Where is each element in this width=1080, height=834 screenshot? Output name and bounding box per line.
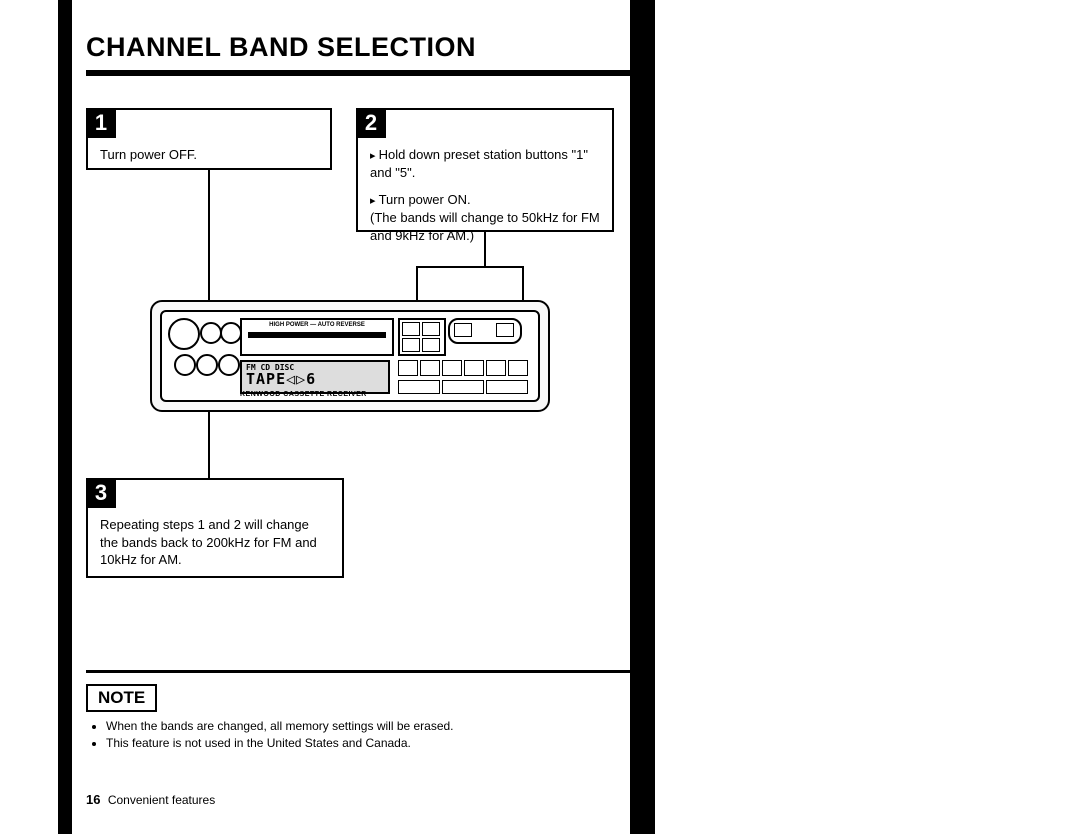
step-1-box: 1 Turn power OFF. [86, 108, 332, 170]
note-item: When the bands are changed, all memory s… [106, 718, 626, 735]
preset-4-button-icon [464, 360, 484, 376]
aux-knob-icon [220, 322, 242, 344]
preset-5-button-icon [486, 360, 506, 376]
small-knob-icon [196, 354, 218, 376]
lcd-display-icon: FM CD DISC TAPE◁▷6 [240, 360, 390, 394]
volume-knob-icon [168, 318, 200, 350]
cassette-door-icon: HIGH POWER — AUTO REVERSE [240, 318, 394, 356]
lcd-main-row: TAPE◁▷6 [246, 372, 384, 387]
brand-label: KENWOOD CASSETTE RECEIVER [240, 391, 367, 398]
step-2-line2: Turn power ON. [370, 191, 600, 209]
step-1-badge: 1 [86, 108, 116, 138]
callout-line [208, 170, 210, 312]
step-3-box: 3 Repeating steps 1 and 2 will change th… [86, 478, 344, 578]
step-2-box: 2 Hold down preset station buttons "1" a… [356, 108, 614, 232]
func-button-icon [486, 380, 528, 394]
page-number: 16 [86, 792, 100, 807]
step-2-badge: 2 [356, 108, 386, 138]
eject-knob-icon [200, 322, 222, 344]
cassette-label: HIGH POWER — AUTO REVERSE [242, 322, 392, 328]
func-button-icon [398, 380, 440, 394]
page-footer: 16 Convenient features [86, 792, 215, 807]
note-item: This feature is not used in the United S… [106, 735, 626, 752]
footer-section: Convenient features [108, 793, 215, 807]
cassette-slot-icon [248, 332, 386, 338]
preset-2-button-icon [420, 360, 440, 376]
car-radio-illustration: HIGH POWER — AUTO REVERSE FM CD DISC TAP… [150, 300, 550, 412]
transport-buttons-icon [398, 318, 446, 356]
step-1-text: Turn power OFF. [100, 146, 318, 164]
left-border-bar [58, 0, 72, 834]
manual-page: CHANNEL BAND SELECTION 1 Turn power OFF.… [0, 0, 1080, 834]
step-3-badge: 3 [86, 478, 116, 508]
func-button-icon [442, 380, 484, 394]
small-knob-icon [174, 354, 196, 376]
note-heading: NOTE [86, 684, 157, 712]
title-rule [86, 70, 630, 76]
radio-faceplate: HIGH POWER — AUTO REVERSE FM CD DISC TAP… [160, 310, 540, 402]
callout-line [208, 402, 210, 478]
seek-buttons-icon [448, 318, 522, 344]
preset-3-button-icon [442, 360, 462, 376]
preset-6-button-icon [508, 360, 528, 376]
right-border-bar [630, 0, 655, 834]
callout-line [416, 266, 524, 268]
page-title: CHANNEL BAND SELECTION [86, 32, 476, 63]
power-knob-icon [218, 354, 240, 376]
preset-1-button-icon [398, 360, 418, 376]
step-2-line1: Hold down preset station buttons "1" and… [370, 146, 600, 181]
step-3-text: Repeating steps 1 and 2 will change the … [100, 516, 330, 569]
note-list: When the bands are changed, all memory s… [86, 718, 626, 752]
callout-line [484, 232, 486, 268]
section-rule [86, 670, 630, 673]
